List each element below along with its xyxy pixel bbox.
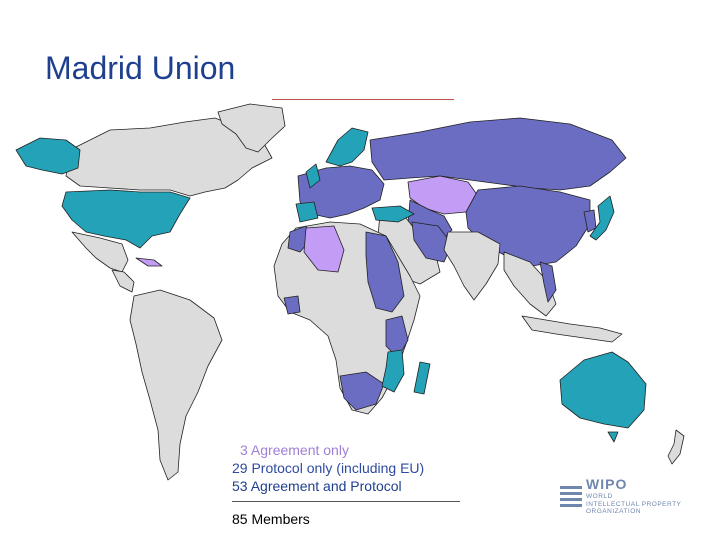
region-southeast-asia (503, 251, 557, 317)
region-vietnam (539, 261, 557, 303)
region-algeria (303, 225, 345, 273)
legend-label: 29 Protocol only (including EU) (232, 460, 425, 476)
region-india (443, 231, 501, 301)
region-southern-africa (339, 371, 385, 411)
region-west-africa-members (283, 295, 301, 315)
region-usa (61, 189, 191, 249)
logo-line: ORGANIZATION (586, 508, 641, 515)
wipo-emblem-icon (560, 486, 582, 507)
region-turkey (371, 205, 415, 223)
logo-subtitle: WORLD INTELLECTUAL PROPERTY ORGANIZATION (586, 493, 681, 516)
region-south-america (129, 289, 223, 481)
legend-total: 85 Members (232, 511, 310, 527)
legend: 3 Agreement only 29 Protocol only (inclu… (232, 441, 460, 528)
region-spain (295, 201, 319, 223)
legend-item-agreement-only: 3 Agreement only (232, 441, 460, 459)
region-iran (411, 221, 453, 263)
logo-line: WORLD (586, 493, 613, 500)
region-australia (559, 351, 647, 429)
region-mozambique (381, 349, 405, 393)
region-japan (589, 195, 615, 241)
legend-item-protocol-only: 29 Protocol only (including EU) (232, 459, 460, 477)
region-tasmania (607, 431, 619, 443)
region-cuba (135, 257, 163, 267)
region-scandinavia (325, 127, 369, 167)
region-madagascar (413, 361, 431, 395)
wipo-logo: WIPO WORLD INTELLECTUAL PROPERTY ORGANIZ… (560, 476, 700, 516)
legend-item-agreement-and-protocol: 53 Agreement and Protocol (232, 477, 460, 495)
title-underline (272, 99, 454, 100)
region-egypt-sudan (365, 231, 405, 313)
region-indonesia (521, 315, 623, 343)
region-uk (305, 163, 321, 189)
region-central-america (111, 269, 135, 293)
page-title: Madrid Union (45, 50, 236, 86)
legend-label: 53 Agreement and Protocol (232, 478, 402, 494)
region-kenya-tanzania (385, 315, 409, 359)
legend-label: 3 Agreement only (240, 442, 349, 458)
region-greenland (217, 103, 286, 153)
region-new-zealand (667, 429, 685, 465)
region-canada (65, 117, 273, 197)
legend-divider (232, 501, 460, 502)
region-russia (369, 117, 627, 191)
logo-line: INTELLECTUAL PROPERTY (586, 500, 682, 508)
region-alaska (15, 137, 81, 175)
logo-wordmark: WIPO (586, 476, 628, 492)
